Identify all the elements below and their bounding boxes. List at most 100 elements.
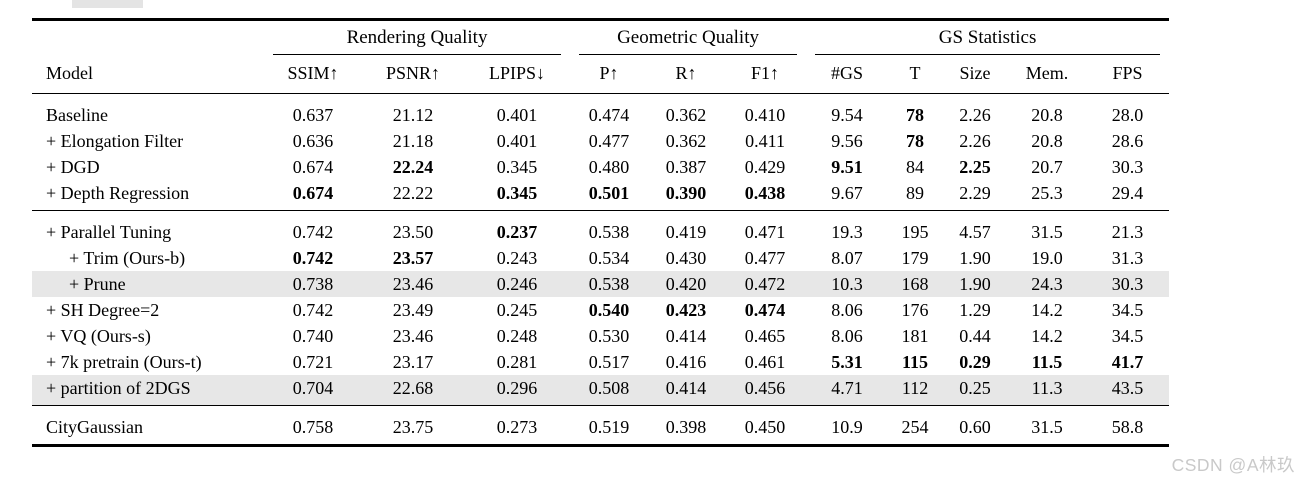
value-cell: 8.07 (831, 248, 863, 268)
value-cell: 23.75 (392, 417, 434, 437)
value-cell: 0.477 (588, 131, 630, 151)
value-cell: 0.362 (665, 105, 707, 125)
model-cell: + VQ (Ours-s) (46, 326, 151, 346)
value-cell: 0.419 (665, 222, 707, 242)
table-row: + partition of 2DGS 0.704 22.68 0.296 0.508 0… (32, 375, 1170, 406)
value-cell: 115 (902, 352, 929, 372)
table-row: + VQ (Ours-s) 0.740 23.46 0.248 0.530 0.414 0.… (32, 323, 1169, 349)
value-cell: 0.636 (292, 131, 334, 151)
value-cell: 112 (888, 375, 943, 406)
value-cell: 0.345 (496, 157, 538, 177)
value-cell: 0.538 (570, 271, 649, 297)
value-cell: 168 (888, 271, 943, 297)
table-row: CityGaussian 0.758 23.75 0.273 0.519 0.398 0.4… (32, 406, 1169, 446)
table-header: Rendering Quality Geometric Quality GS Sta… (32, 20, 1170, 94)
value-cell: 41.7 (1111, 352, 1144, 372)
value-cell: 0.245 (496, 300, 538, 320)
table-row: + Trim (Ours-b) 0.742 23.57 0.243 0.534 0.430… (32, 245, 1169, 271)
value-cell: 0.474 (744, 300, 786, 320)
model-cell: + Trim (Ours-b) (69, 248, 186, 268)
value-cell: 0.430 (665, 248, 707, 268)
value-cell: 0.416 (665, 352, 707, 372)
value-cell: 0.538 (588, 222, 630, 242)
column-header-2: PSNR↑ (362, 55, 464, 94)
value-cell: 9.56 (831, 131, 863, 151)
column-header-1: SSIM↑ (264, 55, 362, 94)
value-cell: 0.296 (464, 375, 571, 406)
value-cell: 0.742 (292, 248, 334, 268)
value-cell: 0.540 (588, 300, 630, 320)
value-cell: 1.29 (959, 300, 991, 320)
value-cell: 5.31 (831, 352, 863, 372)
group-header-2: Geometric Quality (570, 20, 806, 55)
table-row: + DGD 0.674 22.24 0.345 0.480 0.387 0.429 9.51 8… (32, 154, 1169, 180)
value-cell: 0.390 (665, 183, 707, 203)
value-cell: 0.465 (744, 326, 786, 346)
value-cell: 28.0 (1111, 105, 1144, 125)
value-cell: 0.721 (292, 352, 334, 372)
value-cell: 10.3 (806, 271, 889, 297)
value-cell: 0.281 (496, 352, 538, 372)
column-header-10: Mem. (1008, 55, 1087, 94)
watermark: CSDN @A林玖 (1171, 455, 1295, 475)
value-cell: 0.401 (496, 131, 538, 151)
value-cell: 11.3 (1008, 375, 1087, 406)
value-cell: 0.740 (292, 326, 334, 346)
table-row: + SH Degree=2 0.742 23.49 0.245 0.540 0.423 0.… (32, 297, 1169, 323)
value-cell: 34.5 (1111, 300, 1144, 320)
value-cell: 0.674 (292, 157, 334, 177)
value-cell: 9.54 (831, 105, 863, 125)
column-header-9: Size (942, 55, 1009, 94)
results-table: Rendering Quality Geometric Quality GS Sta… (32, 18, 1170, 447)
group-header-3: GS Statistics (806, 20, 1169, 55)
table-row: + Elongation Filter 0.636 21.18 0.401 0.477 0… (32, 128, 1169, 154)
table-section-1: + Parallel Tuning 0.742 23.50 0.237 0.538 0.4… (32, 210, 1170, 406)
value-cell: 0.410 (744, 105, 786, 125)
value-cell: 0.401 (496, 105, 538, 125)
value-cell: 11.5 (1031, 352, 1063, 372)
value-cell: 19.0 (1031, 248, 1063, 268)
value-cell: 0.738 (264, 271, 362, 297)
value-cell: 0.456 (724, 375, 807, 406)
value-cell: 19.3 (831, 222, 863, 242)
column-header-row: Model SSIM↑ PSNR↑ LPIPS↓ P↑ R↑ F1↑ #GS T Size Mem.… (32, 55, 1170, 94)
value-cell: 0.742 (292, 222, 334, 242)
column-header-8: T (888, 55, 943, 94)
value-cell: 9.67 (831, 183, 863, 203)
value-cell: 20.7 (1031, 157, 1063, 177)
value-cell: 195 (901, 222, 929, 242)
value-cell: 10.9 (831, 417, 863, 437)
table-row: Baseline 0.637 21.12 0.401 0.474 0.362 0.410 9.… (32, 94, 1169, 129)
value-cell: 0.414 (648, 375, 725, 406)
value-cell: 0.60 (959, 417, 991, 437)
column-header-7: #GS (806, 55, 889, 94)
value-cell: 31.5 (1031, 417, 1063, 437)
value-cell: 31.5 (1031, 222, 1063, 242)
model-cell: + 7k pretrain (Ours-t) (46, 352, 202, 372)
table-row: + Parallel Tuning 0.742 23.50 0.237 0.538 0.4… (32, 211, 1169, 246)
value-cell: 58.8 (1111, 417, 1144, 437)
column-header-3: LPIPS↓ (464, 55, 571, 94)
value-cell: 89 (906, 183, 925, 203)
table-row: + 7k pretrain (Ours-t) 0.721 23.17 0.281 0.5… (32, 349, 1169, 375)
value-cell: 0.398 (665, 417, 707, 437)
value-cell: 0.411 (745, 131, 785, 151)
value-cell: 20.8 (1031, 131, 1063, 151)
value-cell: 179 (901, 248, 929, 268)
value-cell: 4.71 (806, 375, 889, 406)
value-cell: 0.534 (588, 248, 630, 268)
value-cell: 8.06 (831, 326, 863, 346)
value-cell: 0.438 (744, 183, 786, 203)
value-cell: 0.674 (292, 183, 334, 203)
group-header-1: Rendering Quality (264, 20, 570, 55)
value-cell: 0.423 (665, 300, 707, 320)
value-cell: 23.50 (392, 222, 434, 242)
value-cell: 0.472 (724, 271, 807, 297)
value-cell: 8.06 (831, 300, 863, 320)
value-cell: 0.243 (496, 248, 538, 268)
value-cell: 0.519 (588, 417, 630, 437)
table-section-0: Baseline 0.637 21.12 0.401 0.474 0.362 0.410 9.… (32, 93, 1170, 211)
value-cell: 21.3 (1111, 222, 1144, 242)
value-cell: 1.90 (942, 271, 1009, 297)
